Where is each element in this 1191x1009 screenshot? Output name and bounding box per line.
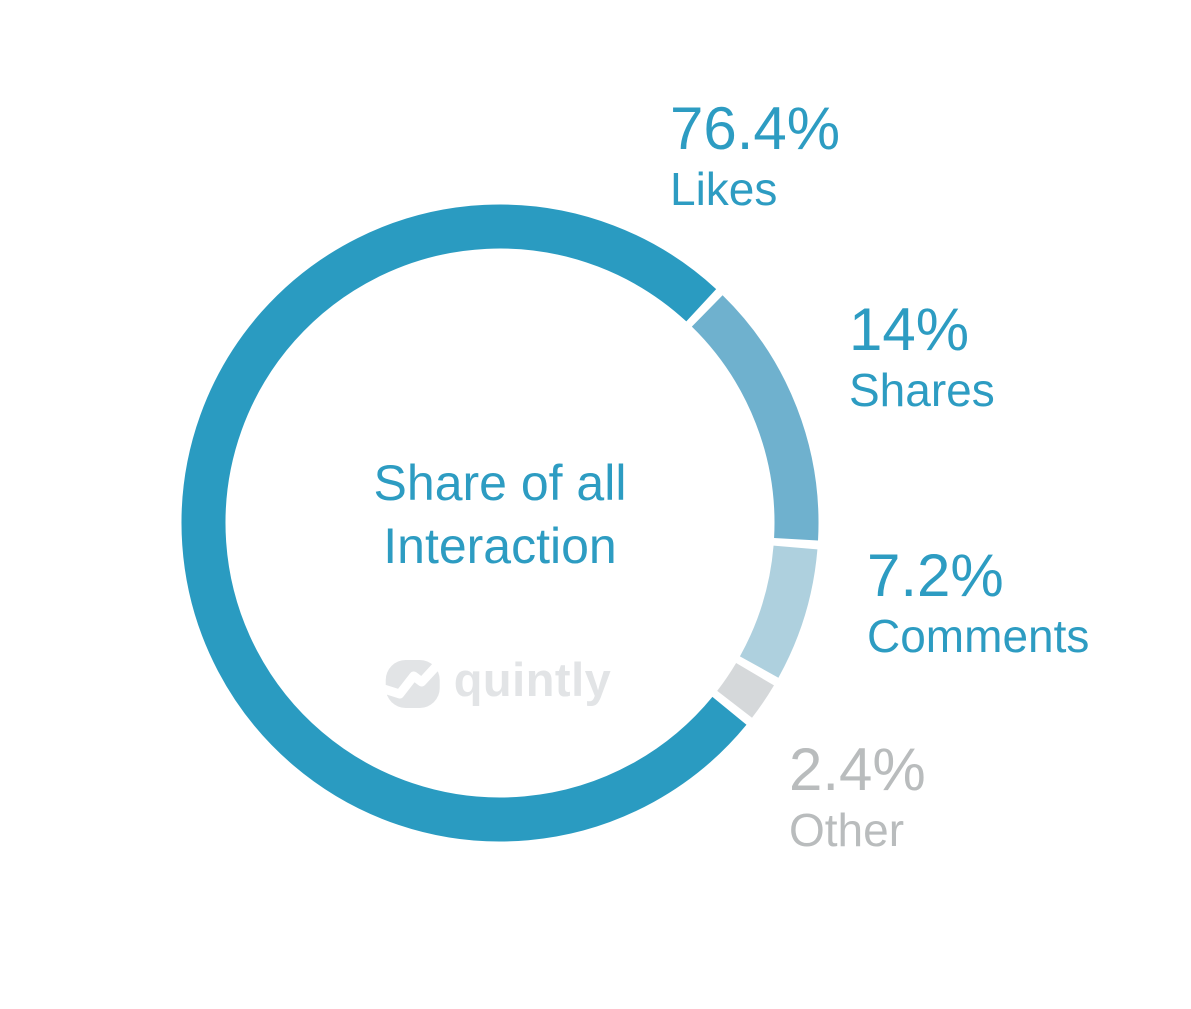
chart-center-title-line2: Interaction — [383, 518, 617, 574]
donut-slice-comments — [739, 545, 818, 678]
slice-name-shares: Shares — [849, 364, 995, 416]
chart-center-title: Share of all Interaction — [374, 452, 627, 578]
donut-slice-likes — [181, 204, 747, 842]
slice-callout-shares: 14% Shares — [849, 297, 995, 417]
slice-name-likes: Likes — [670, 163, 778, 215]
slice-value-shares: 14% — [849, 296, 970, 363]
quintly-logo-text: quintly — [453, 652, 612, 706]
donut-slice-shares — [691, 295, 819, 541]
quintly-logo-icon — [384, 655, 441, 708]
slice-name-other: Other — [789, 804, 905, 856]
slice-callout-likes: 76.4% Likes — [670, 96, 840, 216]
quintly-logo: quintly — [384, 652, 612, 709]
slice-callout-other: 2.4% Other — [789, 737, 926, 857]
slice-value-comments: 7.2% — [867, 542, 1004, 609]
slice-name-comments: Comments — [867, 610, 1090, 662]
slice-callout-comments: 7.2% Comments — [867, 543, 1089, 663]
slice-value-other: 2.4% — [789, 736, 926, 803]
donut-slice-other — [717, 662, 774, 718]
slice-value-likes: 76.4% — [670, 95, 841, 162]
chart-center-title-line1: Share of all — [373, 455, 627, 511]
